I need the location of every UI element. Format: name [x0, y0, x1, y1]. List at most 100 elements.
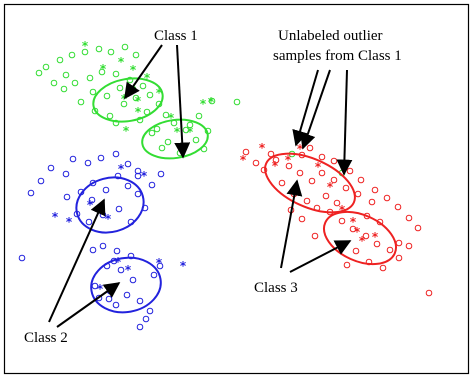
sample-circle-marker — [195, 112, 203, 120]
class1-ellipse-upper — [92, 77, 164, 123]
outlier-label-line2: samples from Class 1 — [273, 48, 402, 64]
sample-circle-marker — [103, 92, 111, 100]
sample-circle-marker — [37, 177, 45, 185]
sample-star-marker: * — [180, 259, 187, 273]
sample-circle-marker — [394, 203, 402, 211]
sample-circle-marker — [252, 159, 260, 167]
sample-circle-marker — [85, 218, 93, 226]
sample-circle-marker — [97, 154, 105, 162]
sample-star-marker: * — [123, 124, 130, 138]
sample-circle-marker — [405, 242, 413, 250]
sample-circle-marker — [383, 194, 391, 202]
sample-circle-marker — [233, 98, 241, 106]
sample-circle-marker — [208, 97, 216, 105]
sample-circle-marker — [124, 160, 132, 168]
sample-circle-marker — [116, 84, 124, 92]
sample-circle-marker — [148, 181, 156, 189]
sample-circle-marker — [81, 48, 89, 56]
sample-circle-marker — [352, 247, 360, 255]
sample-circle-marker — [303, 197, 311, 205]
sample-circle-marker — [136, 323, 144, 331]
sample-circle-marker — [338, 217, 346, 225]
sample-circle-marker — [157, 170, 165, 178]
sample-circle-marker — [150, 271, 158, 279]
sample-circle-marker — [117, 266, 125, 274]
sample-star-marker: * — [115, 255, 122, 269]
sample-star-marker: * — [168, 111, 175, 125]
class3-label: Class 3 — [254, 280, 298, 296]
sample-circle-marker — [107, 48, 115, 56]
sample-circle-marker — [153, 125, 161, 133]
sample-circle-marker — [298, 215, 306, 223]
sample-circle-marker — [114, 172, 122, 180]
sample-circle-marker — [56, 56, 64, 64]
class2-ellipse-upper — [75, 176, 145, 234]
class3-ellipse-upper — [264, 152, 356, 214]
sample-star-marker: * — [66, 215, 73, 229]
sample-star-marker: * — [187, 125, 194, 139]
sample-star-marker: * — [118, 55, 125, 69]
sample-circle-marker — [112, 150, 120, 158]
sample-circle-marker — [115, 205, 123, 213]
sample-star-marker: * — [372, 230, 379, 244]
sample-circle-marker — [18, 254, 26, 262]
sample-star-marker: * — [327, 180, 334, 194]
class2-arrow-lower — [56, 282, 121, 328]
sample-circle-marker — [106, 112, 114, 120]
sample-circle-marker — [136, 297, 144, 305]
sample-star-marker: * — [315, 160, 322, 174]
sample-star-marker: * — [97, 282, 104, 296]
sample-circle-marker — [186, 121, 194, 129]
sample-circle-marker — [414, 224, 422, 232]
sample-circle-marker — [425, 289, 433, 297]
sample-circle-marker — [120, 100, 128, 108]
sample-star-marker: * — [135, 94, 142, 108]
sample-star-marker: * — [144, 71, 151, 85]
sample-circle-marker — [330, 176, 338, 184]
sample-circle-marker — [148, 129, 156, 137]
outlier-arrow-2 — [300, 69, 331, 150]
sample-star-marker: * — [339, 203, 346, 217]
sample-circle-marker — [129, 276, 137, 284]
sample-circle-marker — [62, 170, 70, 178]
sample-circle-marker — [192, 136, 200, 144]
sample-star-marker: * — [259, 141, 266, 155]
class2-ellipse-lower — [90, 256, 162, 314]
sample-circle-marker — [62, 71, 70, 79]
sample-circle-marker — [349, 225, 357, 233]
sample-circle-marker — [146, 91, 154, 99]
sample-circle-marker — [371, 186, 379, 194]
sample-circle-marker — [285, 162, 293, 170]
sample-star-marker: * — [87, 198, 94, 212]
sample-circle-marker — [146, 307, 154, 315]
sample-circle-marker — [132, 51, 140, 59]
sample-star-marker: * — [118, 162, 125, 176]
sample-circle-marker — [95, 45, 103, 53]
sample-circle-marker — [69, 155, 77, 163]
sample-star-marker: * — [240, 153, 247, 167]
sample-circle-marker — [89, 88, 97, 96]
sample-circle-marker — [102, 186, 110, 194]
sample-star-marker: * — [354, 225, 361, 239]
sample-circle-marker — [99, 242, 107, 250]
sample-circle-marker — [386, 246, 394, 254]
sample-circle-marker — [50, 79, 58, 87]
sample-circle-marker — [112, 301, 120, 309]
sample-circle-marker — [368, 198, 376, 206]
sample-circle-marker — [322, 192, 330, 200]
sample-circle-marker — [296, 169, 304, 177]
sample-star-marker: * — [125, 263, 132, 277]
sample-star-marker: * — [200, 97, 207, 111]
sample-circle-marker — [60, 85, 68, 93]
sample-star-marker: * — [82, 39, 89, 53]
sample-star-marker: * — [135, 105, 142, 119]
sample-star-marker: * — [100, 62, 107, 76]
sample-star-marker: * — [272, 159, 279, 173]
sample-star-marker: * — [130, 63, 137, 77]
sample-circle-marker — [333, 199, 341, 207]
sample-circle-marker — [86, 74, 94, 82]
sample-circle-marker — [113, 247, 121, 255]
class3-arrow-upper — [280, 179, 303, 269]
sample-circle-marker — [134, 172, 142, 180]
